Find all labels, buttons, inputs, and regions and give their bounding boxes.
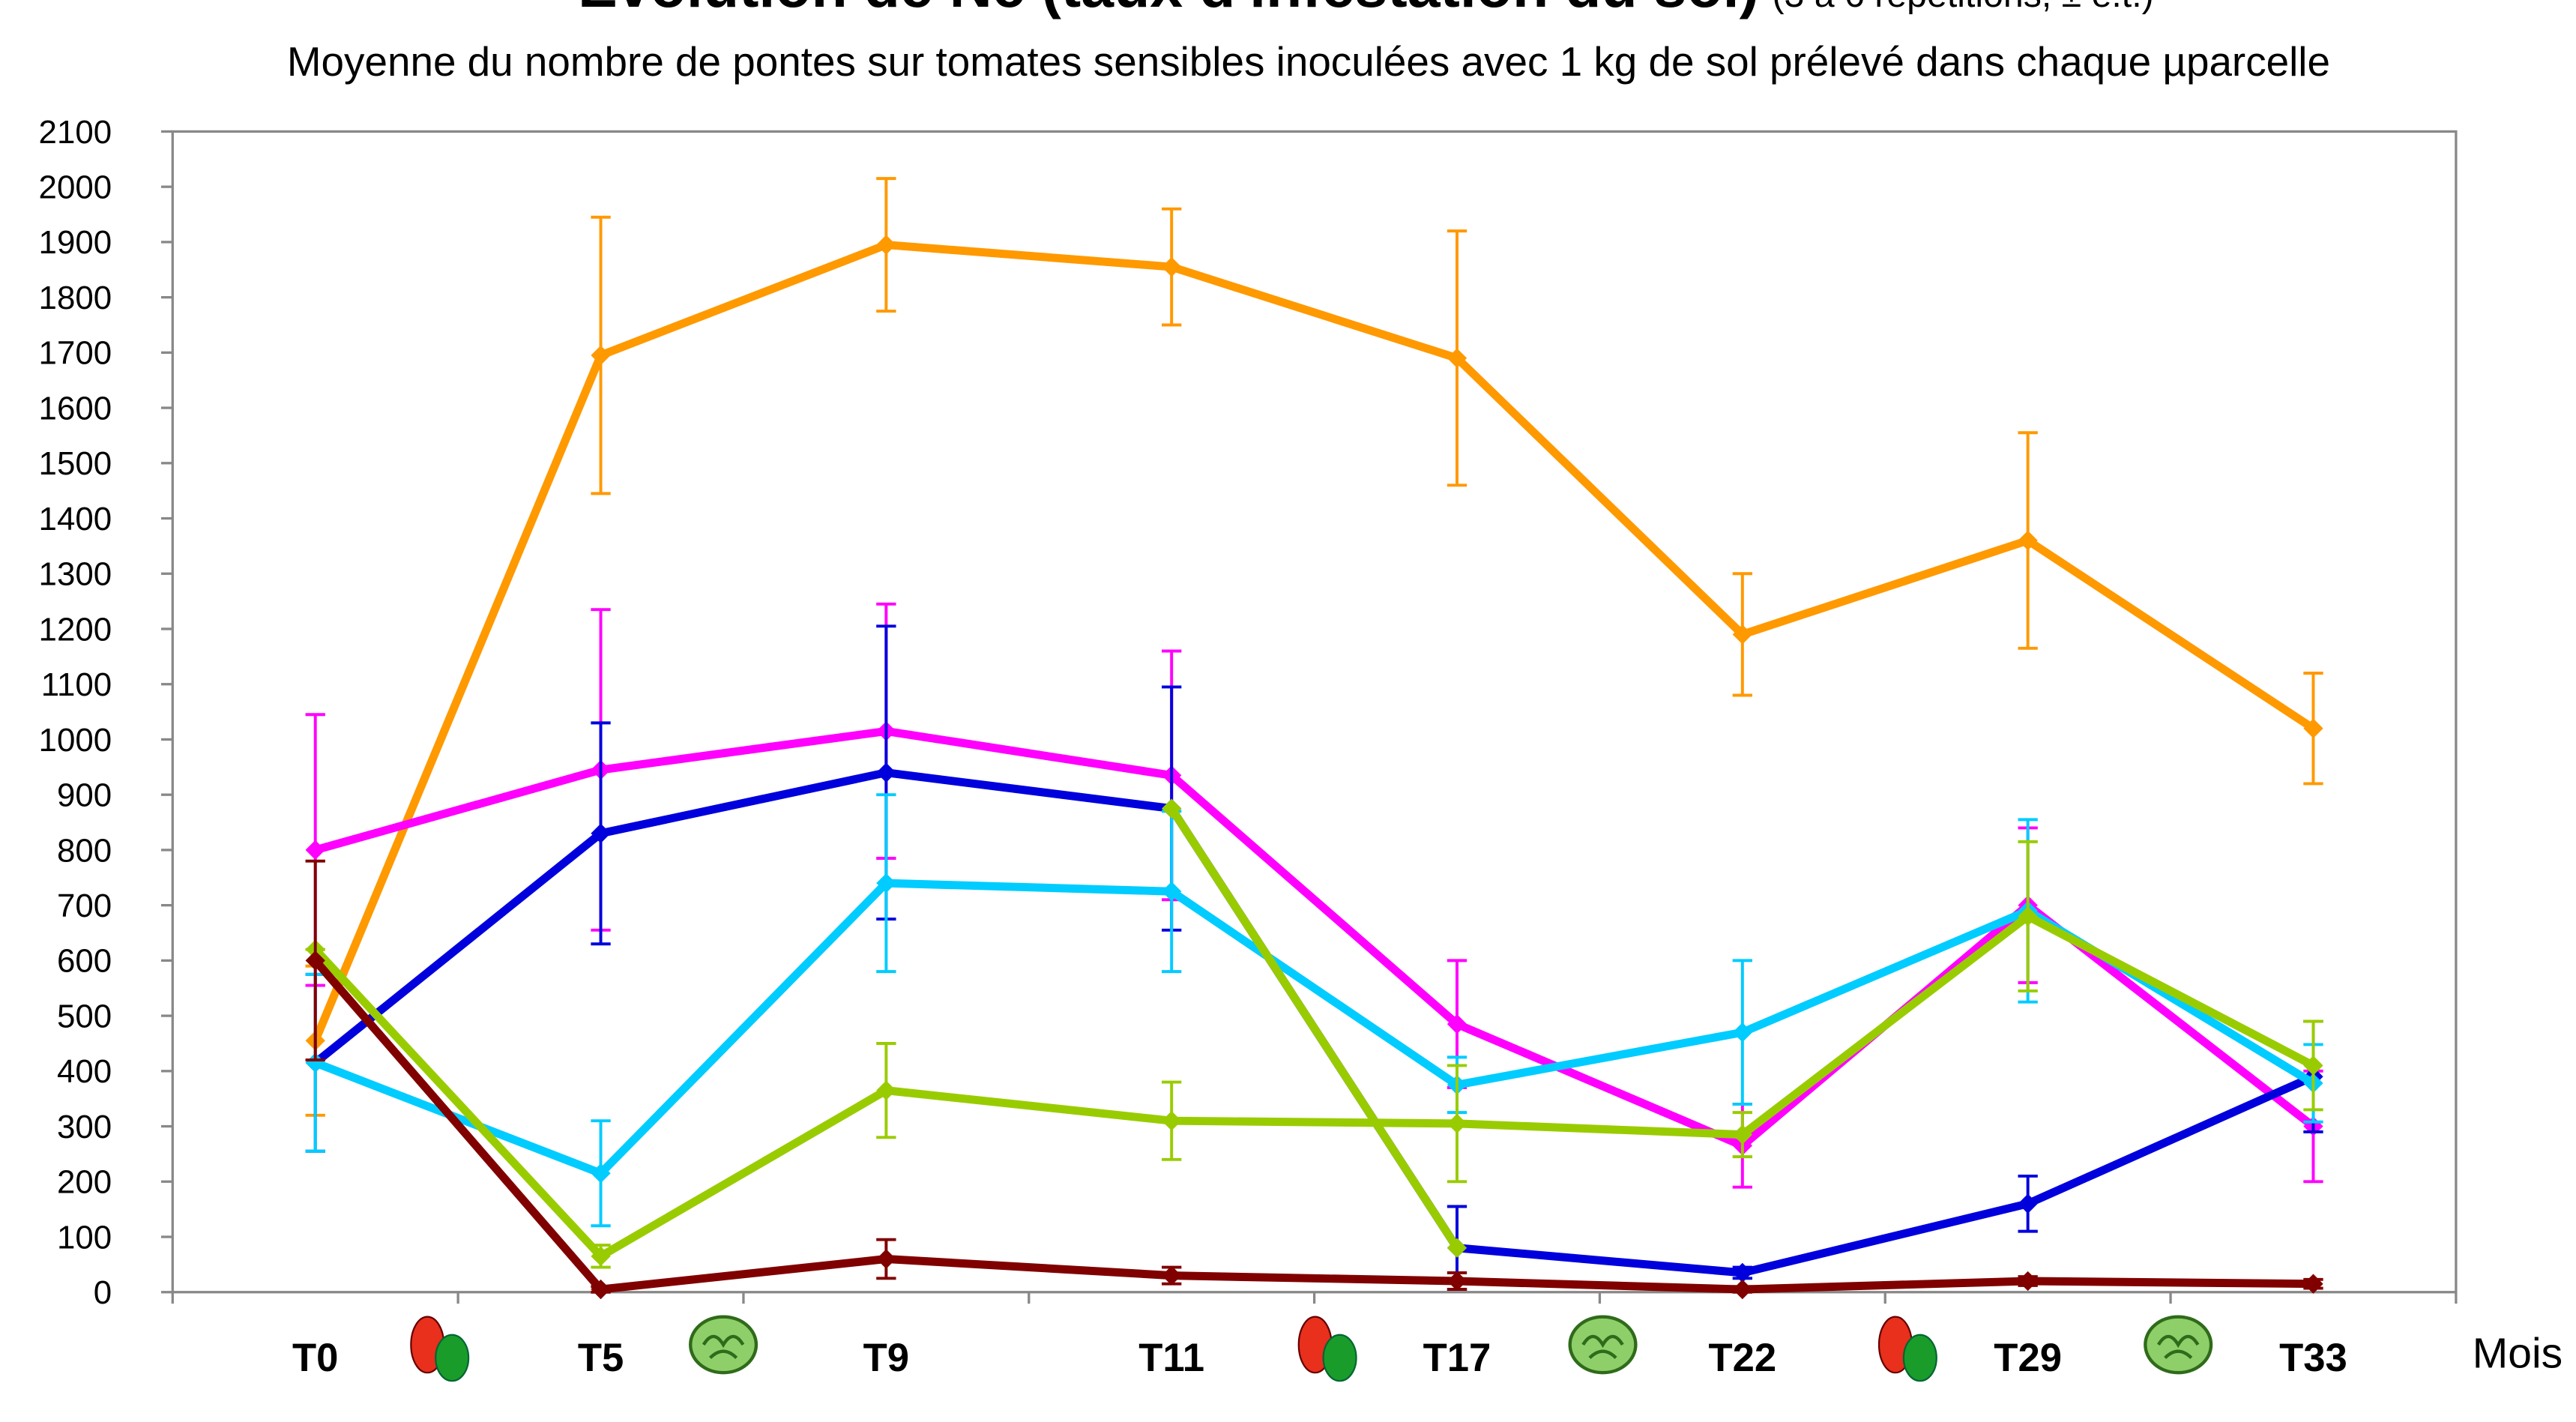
- y-tick-label: 2100: [39, 114, 112, 151]
- chart-subtitle: Moyenne du nombre de pontes sur tomates …: [287, 38, 2330, 85]
- series-line: [1171, 809, 1457, 1248]
- x-tick-label: T17: [1423, 1336, 1491, 1380]
- y-tick-label: 1500: [39, 445, 112, 482]
- y-tick-label: 900: [57, 777, 112, 814]
- point: [1162, 257, 1181, 277]
- y-tick-label: 300: [57, 1109, 112, 1145]
- y-tick-label: 1100: [41, 666, 112, 703]
- chart: Evolution de Nc (taux d'infestation du s…: [0, 0, 2576, 1422]
- y-tick-label: 1200: [39, 611, 112, 648]
- y-tick-label: 1700: [39, 335, 112, 372]
- point: [2303, 1274, 2323, 1294]
- x-tick-label: T22: [1708, 1336, 1776, 1380]
- y-tick-label: 500: [57, 998, 112, 1034]
- y-tick-label: 400: [57, 1053, 112, 1090]
- y-tick-label: 1800: [39, 280, 112, 316]
- y-tick-label: 100: [57, 1219, 112, 1256]
- x-tick-label: T0: [292, 1336, 338, 1380]
- x-tick-label: T11: [1138, 1336, 1204, 1380]
- x-tick-label: T33: [2279, 1336, 2347, 1380]
- x-tick-label: T5: [578, 1336, 624, 1380]
- pepper-icon: [435, 1335, 468, 1381]
- point: [876, 1249, 896, 1268]
- y-tick-label: 1600: [39, 390, 112, 427]
- point: [1733, 1280, 1752, 1299]
- point: [1162, 1111, 1181, 1130]
- x-tick-label: T29: [1994, 1336, 2062, 1380]
- page: {"chart_data": {"type": "line", "title":…: [0, 0, 2576, 1422]
- y-tick-label: 0: [94, 1274, 112, 1311]
- y-tick-label: 1300: [39, 556, 112, 593]
- series-line: [316, 731, 2314, 1145]
- y-tick-label: 800: [57, 832, 112, 869]
- title-note: (3 à 6 répétitions, ± e.t.): [1772, 0, 2153, 15]
- crop-icons: [411, 1317, 2211, 1382]
- y-tick-label: 1900: [39, 224, 112, 261]
- point: [876, 763, 896, 783]
- x-axis-label: Mois: [2473, 1330, 2563, 1378]
- chart-title: Evolution de Nc (taux d'infestation du s…: [578, 0, 1759, 19]
- point: [1447, 1114, 1467, 1133]
- point: [306, 840, 325, 860]
- x-tick-label: T9: [863, 1336, 909, 1380]
- y-tick-label: 600: [57, 943, 112, 980]
- y-tick-label: 200: [57, 1164, 112, 1201]
- y-tick-label: 700: [57, 888, 112, 924]
- plot-frame: [172, 131, 2456, 1292]
- y-tick-label: 2000: [39, 169, 112, 206]
- y-tick-label: 1400: [39, 501, 112, 537]
- y-tick-label: 1000: [39, 722, 112, 759]
- point: [2018, 1271, 2037, 1291]
- pepper-icon: [1324, 1335, 1357, 1381]
- pepper-icon: [1904, 1335, 1937, 1381]
